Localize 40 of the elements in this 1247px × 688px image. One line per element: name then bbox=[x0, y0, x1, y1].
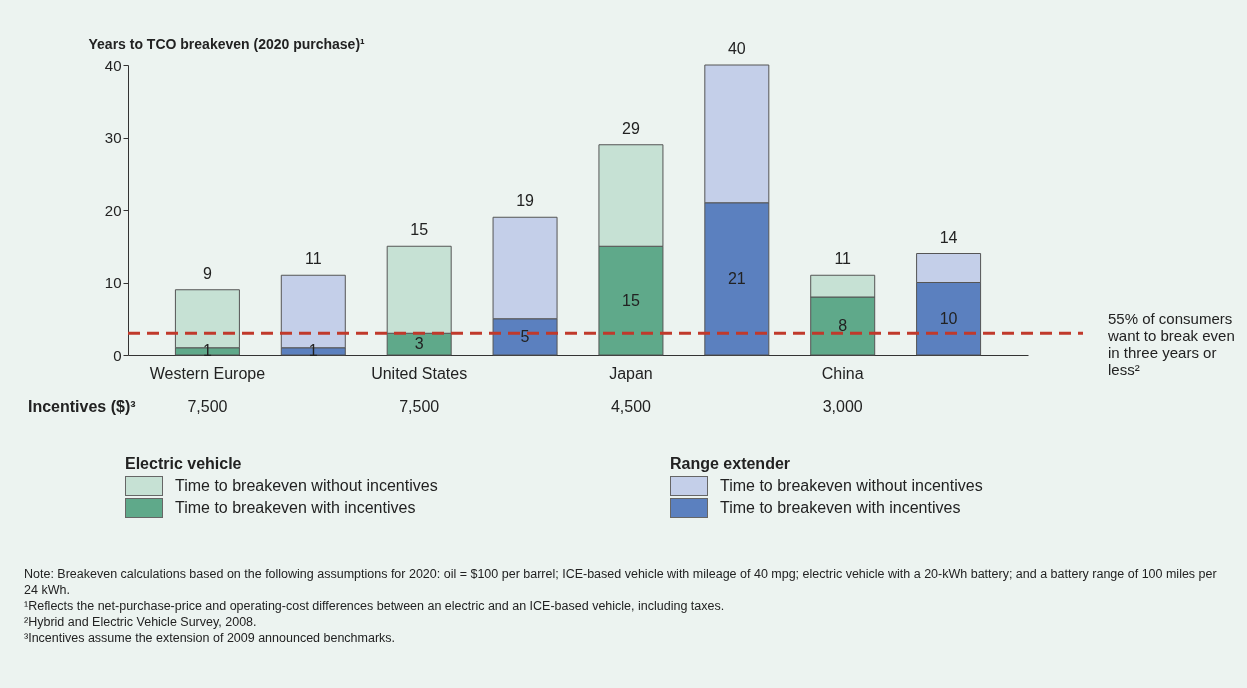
text: 7,500 bbox=[187, 398, 228, 415]
text: ²Hybrid and Electric Vehicle Survey, 2008. bbox=[24, 614, 258, 630]
text: Incentives ($)³ bbox=[28, 398, 136, 415]
data-label: 5 bbox=[520, 327, 530, 345]
x-tick-label: Japan bbox=[609, 364, 653, 382]
x-tick-label: China bbox=[821, 364, 864, 382]
text: Electric vehicle bbox=[125, 455, 243, 473]
text: ¹Reflects the net-purchase-price and operating-cost differences between an electric and an ICE-based vehicle, including taxes. bbox=[24, 598, 726, 614]
y-tick-label: 20 bbox=[104, 201, 122, 219]
data-label: 21 bbox=[727, 269, 746, 287]
legend-label: Time to breakeven with incentives bbox=[175, 499, 416, 517]
legend-label: Time to breakeven without incentives bbox=[720, 477, 983, 495]
total-label: 15 bbox=[410, 221, 429, 239]
total-label: 29 bbox=[622, 119, 640, 137]
total-label: 40 bbox=[727, 40, 746, 57]
ref-line-label: 55% of consumers want to break even in three years or less² bbox=[1108, 310, 1236, 378]
data-label: 15 bbox=[622, 291, 640, 309]
x-tick-label: Western Europe bbox=[149, 364, 266, 382]
y-tick-label: 40 bbox=[104, 56, 122, 74]
data-label: 10 bbox=[939, 309, 958, 327]
text: Range extender bbox=[670, 455, 792, 473]
total-label: 19 bbox=[516, 192, 535, 210]
total-label: 11 bbox=[834, 250, 852, 268]
x-tick-label: United States bbox=[371, 364, 468, 382]
total-label: 9 bbox=[202, 264, 212, 282]
y-axis-title: Years to TCO breakeven (2020 purchase)¹ bbox=[88, 35, 366, 52]
y-tick-label: 10 bbox=[104, 274, 122, 291]
total-label: 14 bbox=[939, 228, 958, 246]
data-label: 8 bbox=[838, 317, 848, 334]
y-tick-label: 0 bbox=[113, 346, 122, 364]
y-tick-label: 30 bbox=[104, 129, 122, 146]
data-label: 3 bbox=[414, 335, 424, 353]
total-label: 11 bbox=[304, 250, 322, 268]
legend-label: Time to breakeven with incentives bbox=[720, 499, 961, 517]
text: 3,000 bbox=[822, 398, 863, 415]
text: 4,500 bbox=[610, 398, 652, 415]
legend-label: Time to breakeven without incentives bbox=[175, 477, 438, 495]
text: 7,500 bbox=[399, 398, 440, 415]
text: ³Incentives assume the extension of 2009 announced benchmarks. bbox=[24, 630, 397, 646]
text: Note: Breakeven calculations based on the following assumptions for 2020: oil = $100 per barrel; ICE-based vehicle with mileage of 40 mpg; electric vehicle with a 20-kWh battery; and a battery range of 100 miles per 24 kWh. bbox=[24, 566, 1218, 598]
